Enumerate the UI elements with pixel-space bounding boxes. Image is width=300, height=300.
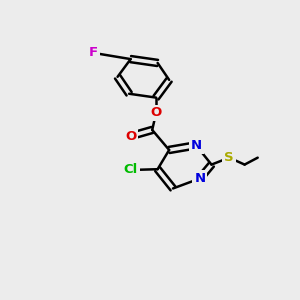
Text: Cl: Cl: [124, 164, 138, 176]
Text: F: F: [89, 46, 98, 59]
Text: O: O: [125, 130, 136, 142]
Text: O: O: [150, 106, 162, 119]
Text: S: S: [224, 151, 234, 164]
Text: N: N: [194, 172, 206, 185]
Text: N: N: [190, 139, 202, 152]
